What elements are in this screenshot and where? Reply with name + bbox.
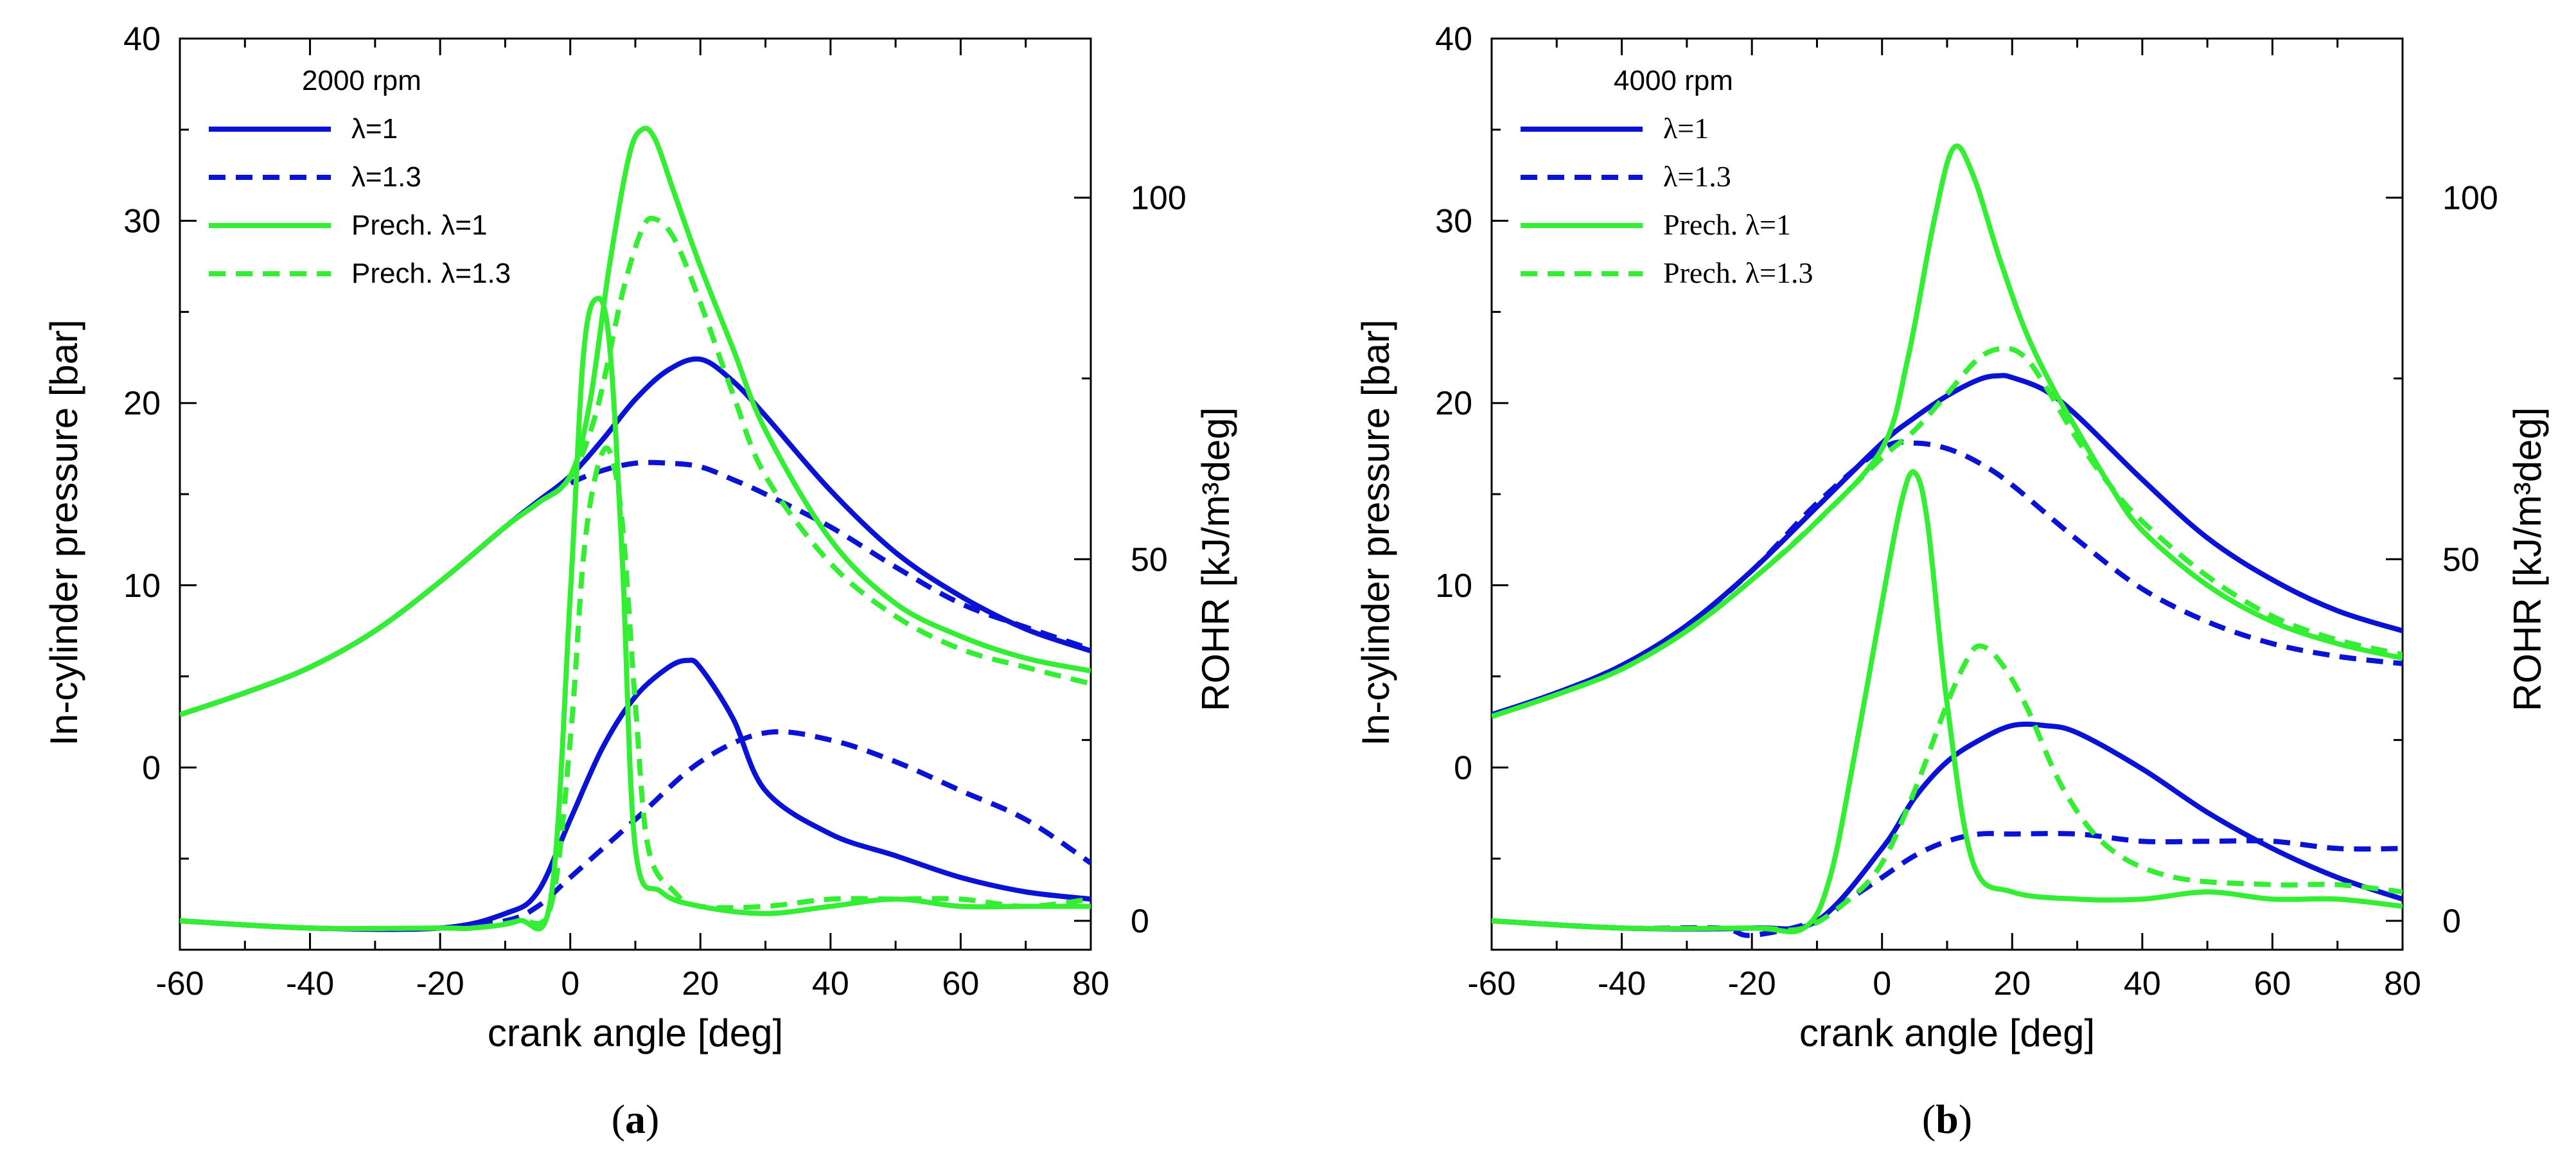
x-tick-label: 0 <box>561 965 579 1002</box>
legend-label: λ=1.3 <box>1663 160 1731 193</box>
x-tick-label: 40 <box>812 965 849 1002</box>
x-tick-label: -20 <box>1728 965 1776 1002</box>
y2-axis-label: ROHR [kJ/m³deg] <box>2506 407 2549 711</box>
series-line--1 <box>1492 373 2403 717</box>
y-tick-label: 20 <box>1435 385 1472 422</box>
y2-tick-label: 50 <box>1131 541 1168 578</box>
series-line--1-3 <box>180 459 1091 717</box>
plot-frame <box>179 37 1092 951</box>
x-tick-label: -60 <box>155 965 204 1002</box>
chart-panel-a: -60 -40 -20 0 20 40 60 80 0 10 20 30 40 0 50 100 crank a… <box>42 21 1237 1142</box>
caption-paren-close: ) <box>1959 1096 1972 1142</box>
x-tick-label: 40 <box>2124 965 2161 1002</box>
y2-tick-label: 100 <box>1131 180 1187 217</box>
plot-frame <box>1490 37 2404 951</box>
series-line-prech-1-rohr <box>1492 469 2403 935</box>
y-tick-label: 30 <box>123 203 161 240</box>
legend-title: 4000 rpm <box>1614 65 1733 96</box>
x-tick-label: 80 <box>2384 965 2421 1002</box>
legend-label: Prech. λ=1.3 <box>1663 256 1813 289</box>
x-tick-label: 60 <box>2254 965 2291 1002</box>
chart-panel-b: -60 -40 -20 0 20 40 60 80 0 10 20 30 40 0 50 100 crank a… <box>1354 21 2549 1142</box>
x-tick-label: -40 <box>1598 965 1646 1002</box>
y-tick-label: 40 <box>123 21 161 58</box>
y-tick-label: 40 <box>1435 21 1472 58</box>
y-tick-label: 10 <box>1435 567 1472 605</box>
legend-label: λ=1 <box>351 113 398 145</box>
x-axis-label: crank angle [deg] <box>1799 1011 2095 1054</box>
y-tick-label: 0 <box>1454 749 1472 787</box>
series-line--1-rohr <box>180 657 1091 932</box>
series-group <box>1492 143 2403 938</box>
legend: 4000 rpm λ=1 λ=1.3 Prech. λ=1 Prech. λ=1.3 <box>1521 65 1813 289</box>
x-tick-label: -20 <box>416 965 464 1002</box>
series-line-prech-1-3-rohr <box>1492 643 2403 933</box>
caption-paren-open: ( <box>612 1096 625 1142</box>
legend-title: 2000 rpm <box>302 65 421 96</box>
x-tick-label: 80 <box>1072 965 1109 1002</box>
legend-label: λ=1.3 <box>351 161 421 193</box>
panel-caption: (b) <box>1922 1096 1972 1142</box>
x-tick-label: 20 <box>682 965 719 1002</box>
y-tick-label: 20 <box>123 385 161 422</box>
x-axis-label: crank angle [deg] <box>488 1011 783 1054</box>
series-line--1-3 <box>1492 440 2403 717</box>
legend-label: Prech. λ=1 <box>351 209 488 241</box>
y-axis-label: In-cylinder pressure [bar] <box>1354 319 1397 746</box>
y-tick-label: 30 <box>1435 203 1472 240</box>
y-tick-label: 0 <box>142 749 161 787</box>
series-line-prech-1-3-rohr <box>180 445 1091 932</box>
series-group <box>180 125 1091 932</box>
legend-label: Prech. λ=1 <box>1663 208 1791 241</box>
y2-tick-label: 100 <box>2442 180 2498 217</box>
x-tick-label: 20 <box>1993 965 2031 1002</box>
y2-tick-label: 50 <box>2442 541 2480 578</box>
series-line-prech-1 <box>180 125 1091 717</box>
y2-tick-label: 0 <box>1131 903 1149 940</box>
x-tick-label: 0 <box>1873 965 1891 1002</box>
caption-letter: a <box>625 1096 646 1142</box>
series-line-prech-1-3 <box>180 215 1091 717</box>
series-line-prech-1 <box>1492 143 2403 719</box>
legend: 2000 rpm λ=1 λ=1.3 Prech. λ=1 Prech. λ=1.3 <box>209 65 511 289</box>
x-tick-label: 60 <box>942 965 980 1002</box>
legend-label: λ=1 <box>1663 112 1709 145</box>
legend-label: Prech. λ=1.3 <box>351 258 511 289</box>
y-axis-label: In-cylinder pressure [bar] <box>42 319 85 746</box>
y2-axis-label: ROHR [kJ/m³deg] <box>1194 407 1237 711</box>
x-tick-label: -40 <box>286 965 334 1002</box>
series-line-prech-1-3 <box>1492 346 2403 719</box>
caption-paren-open: ( <box>1922 1096 1936 1142</box>
caption-paren-close: ) <box>646 1096 659 1142</box>
panel-caption: (a) <box>612 1096 660 1142</box>
y2-tick-label: 0 <box>2442 903 2461 940</box>
x-tick-label: -60 <box>1467 965 1515 1002</box>
series-line-prech-1-rohr <box>180 296 1091 932</box>
caption-letter: b <box>1936 1096 1959 1142</box>
y-tick-label: 10 <box>123 567 161 605</box>
